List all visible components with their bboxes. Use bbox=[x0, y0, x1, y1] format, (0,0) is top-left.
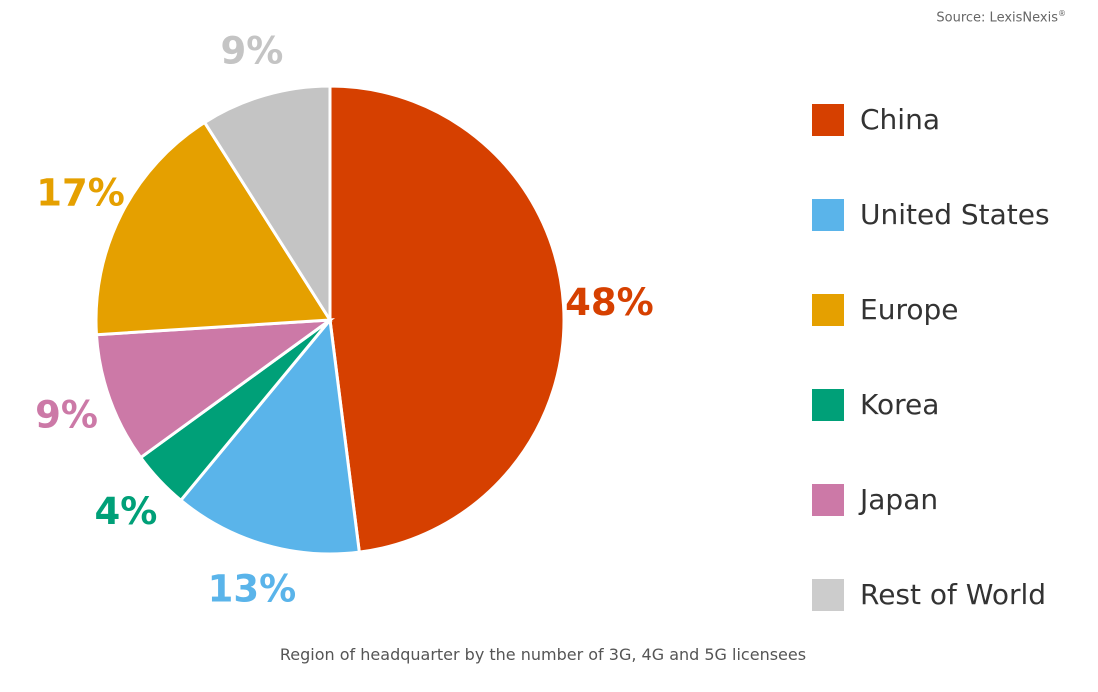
legend-item: China bbox=[812, 72, 1050, 167]
data-label: 17% bbox=[36, 171, 125, 214]
pie-slice-japan bbox=[94, 318, 336, 460]
pie-chart: 48% 13% 4% 9% 17% 9% bbox=[35, 30, 654, 611]
legend-item: Japan bbox=[812, 452, 1050, 547]
legend-item: Rest of World bbox=[812, 547, 1050, 642]
legend-label: Rest of World bbox=[860, 578, 1047, 611]
data-label: 9% bbox=[220, 30, 283, 73]
legend-item: Europe bbox=[812, 262, 1050, 357]
legend-swatch bbox=[812, 578, 844, 611]
legend-label: China bbox=[860, 103, 940, 136]
pie-slice-united-states bbox=[178, 316, 362, 556]
data-label: 48% bbox=[565, 281, 654, 324]
legend-swatch bbox=[812, 388, 844, 421]
data-label: 4% bbox=[94, 490, 157, 533]
legend-item: Korea bbox=[812, 357, 1050, 452]
pie-slice-china bbox=[328, 84, 566, 554]
legend-swatch bbox=[812, 198, 844, 231]
legend-item: United States bbox=[812, 167, 1050, 262]
legend-label: Korea bbox=[860, 388, 940, 421]
registered-mark: ® bbox=[1058, 9, 1066, 18]
legend-swatch bbox=[812, 103, 844, 136]
pie-slice-europe bbox=[94, 120, 333, 337]
legend-label: Japan bbox=[860, 483, 939, 516]
source-note: Source: LexisNexis® bbox=[936, 9, 1066, 25]
data-label: 13% bbox=[208, 567, 297, 610]
legend-swatch bbox=[812, 483, 844, 516]
data-label: 9% bbox=[35, 393, 98, 436]
legend: China United States Europe Korea Japan R… bbox=[812, 72, 1050, 642]
legend-swatch bbox=[812, 293, 844, 326]
chart-caption: Region of headquarter by the number of 3… bbox=[279, 645, 807, 664]
source-text: Source: LexisNexis bbox=[936, 10, 1058, 26]
legend-label: Europe bbox=[860, 293, 959, 326]
legend-label: United States bbox=[860, 198, 1050, 231]
pie-slice-rest-of-world bbox=[202, 84, 332, 326]
